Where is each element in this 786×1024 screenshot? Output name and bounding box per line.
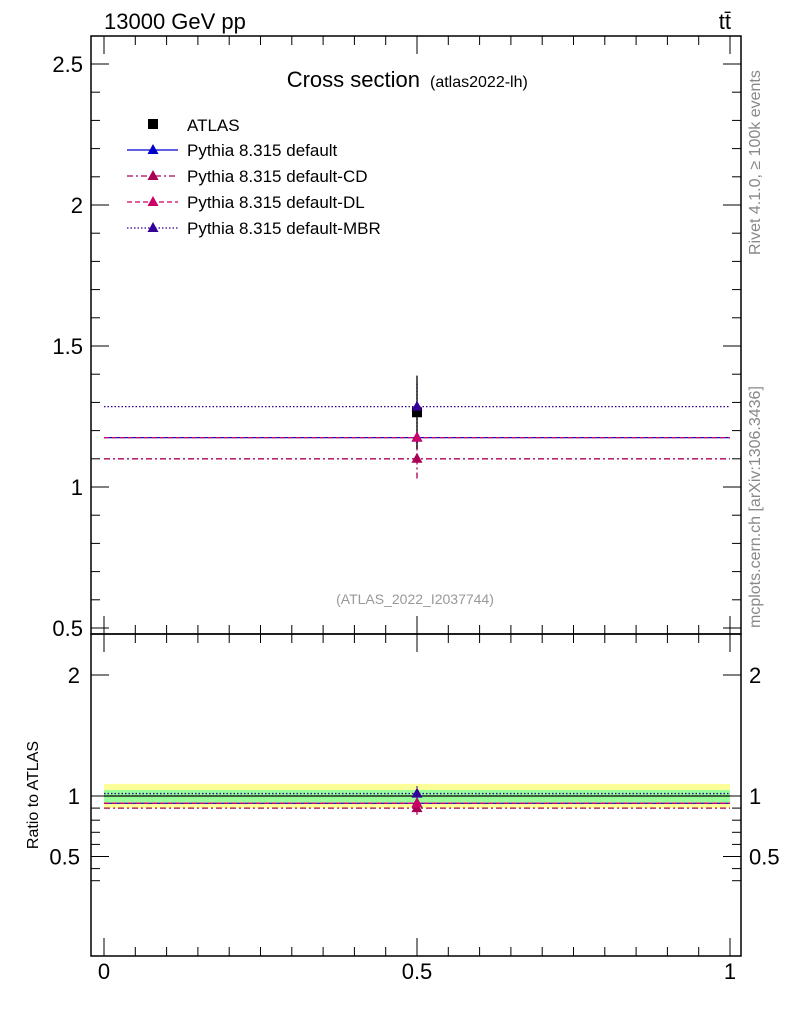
series-marker-mbr [411,400,423,411]
x-axis-tick-labels: 0 0.5 1 [98,959,736,984]
main-tick-labels: 0.5 1 1.5 2 2.5 [52,52,83,641]
legend-label-cd: Pythia 8.315 default-CD [187,167,368,186]
collision-energy-label: 13000 GeV pp [104,9,246,34]
series-marker-cd [411,452,423,463]
main-series [104,375,730,479]
legend-label-default: Pythia 8.315 default [187,141,338,160]
main-panel: 0.5 1 1.5 2 2.5 Cross section (atlas2022-lh)… [52,35,742,641]
ratio-y-tick-label: 2 [68,663,80,688]
y-tick-label: 1 [71,475,83,500]
y-tick-label: 1.5 [52,334,83,359]
x-tick-label: 0.5 [402,959,433,984]
series-marker-dl [411,431,423,442]
ratio-y-tick-label: 0.5 [49,845,80,870]
main-axis-ticks [91,36,741,634]
ratio-y-tick-label-right: 0.5 [749,845,780,870]
atlas-marker [412,407,422,418]
ratio-frame [90,633,742,957]
ratio-axis-ticks [91,634,741,956]
rivet-version-label: Rivet 4.1.0, ≥ 100k events [747,70,764,255]
legend-label-mbr: Pythia 8.315 default-MBR [187,219,381,238]
legend-label-atlas: ATLAS [187,116,240,135]
x-tick-label: 0 [98,959,110,984]
legend: ATLAS Pythia 8.315 default Pythia 8.315 de… [127,116,381,238]
ratio-series [104,785,730,815]
y-tick-label: 0.5 [52,616,83,641]
legend-marker-dl [147,196,159,206]
ratio-tick-labels: 0.5 0.5 1 1 2 2 [49,663,779,870]
legend-marker-default [147,144,159,154]
chart-title: Cross section [287,67,420,92]
process-label: tt̄ [719,9,731,34]
ratio-marker-mbr [411,787,423,798]
y-tick-label: 2.5 [52,52,83,77]
analysis-watermark: (ATLAS_2022_I2037744) [336,591,494,607]
legend-marker-cd [147,170,159,180]
chart-subtitle: (atlas2022-lh) [430,74,528,91]
ratio-marker-dl [411,797,423,808]
ratio-y-tick-label-right: 1 [749,784,761,809]
legend-marker-atlas [148,119,158,129]
ratio-axis-label: Ratio to ATLAS [25,741,42,849]
y-tick-label: 2 [71,193,83,218]
ratio-panel: 0.5 0.5 1 1 2 2 Ratio to ATLAS [25,633,780,957]
legend-label-dl: Pythia 8.315 default-DL [187,193,365,212]
x-tick-label: 1 [724,959,736,984]
legend-marker-mbr [147,222,159,232]
mcplots-label: mcplots.cern.ch [arXiv:1306.3436] [747,386,764,628]
ratio-y-tick-label-right: 2 [749,663,761,688]
ratio-y-tick-label: 1 [68,784,80,809]
